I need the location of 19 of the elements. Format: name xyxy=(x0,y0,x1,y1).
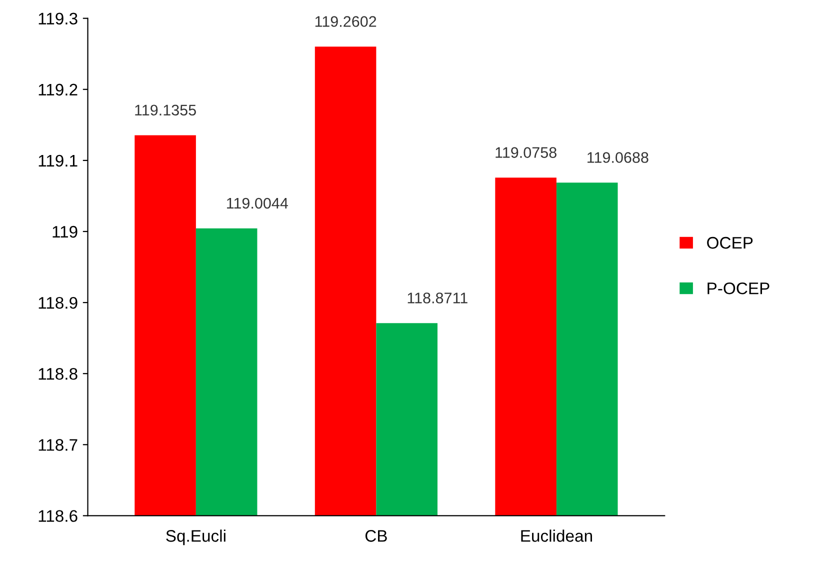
y-tick-label: 118.8 xyxy=(38,368,78,380)
legend-label: P-OCEP xyxy=(708,282,770,294)
legend-label: OCEP xyxy=(707,236,753,249)
y-tick-label: 119.3 xyxy=(38,12,78,25)
y-tick-label: 118.7 xyxy=(38,439,78,451)
y-tick-label: 119.1 xyxy=(38,154,78,167)
data-label: 119.0044 xyxy=(227,198,288,209)
data-label: 118.8711 xyxy=(408,292,468,304)
x-tick-label: CB xyxy=(365,530,387,542)
y-tick-label: 119.2 xyxy=(38,84,78,96)
y-tick-label: 119 xyxy=(52,226,78,238)
data-label: 119.1355 xyxy=(135,104,196,116)
y-tick-label: 118.9 xyxy=(38,296,78,309)
data-label: 119.2602 xyxy=(315,16,376,27)
x-tick-label: Sq.Eucli xyxy=(166,530,226,546)
data-label: 119.0688 xyxy=(588,152,648,163)
y-tick-label: 118.6 xyxy=(38,510,78,522)
data-label: 119.0758 xyxy=(496,147,556,158)
x-tick-label: Euclidean xyxy=(521,530,592,542)
